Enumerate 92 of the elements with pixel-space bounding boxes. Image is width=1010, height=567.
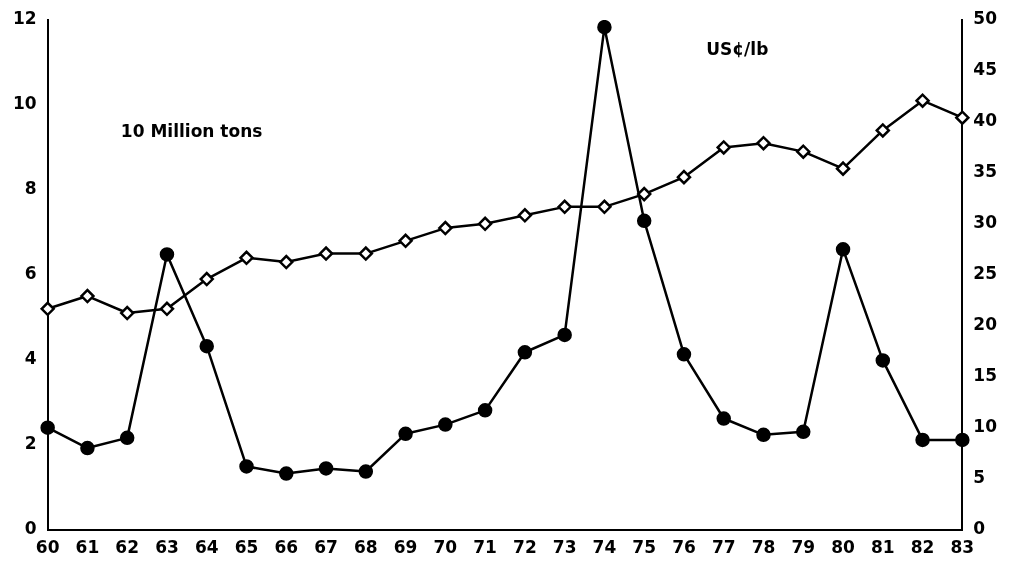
x-tick-label: 65 bbox=[234, 537, 259, 558]
point bbox=[318, 461, 334, 476]
point bbox=[239, 459, 254, 474]
x-tick-label: 63 bbox=[155, 537, 179, 558]
y2-tick-label: 35 bbox=[973, 161, 998, 182]
point bbox=[80, 440, 95, 456]
y2-tick-label: 5 bbox=[973, 467, 986, 488]
point bbox=[517, 208, 533, 223]
point bbox=[557, 199, 572, 215]
y2-tick-label: 0 bbox=[973, 518, 986, 539]
point bbox=[398, 233, 413, 249]
y-axis-title: 10 Million tons bbox=[120, 120, 263, 141]
point bbox=[557, 327, 572, 343]
point bbox=[199, 271, 214, 287]
point bbox=[358, 246, 374, 261]
y2-tick-label: 20 bbox=[973, 314, 998, 335]
y2-tick-label: 10 bbox=[973, 416, 998, 437]
x-tick-label: 76 bbox=[672, 537, 696, 558]
point bbox=[796, 144, 811, 159]
x-tick-label: 82 bbox=[910, 537, 935, 558]
x-tick-label: 67 bbox=[314, 537, 338, 558]
point bbox=[915, 432, 930, 448]
x-tick-label: 74 bbox=[592, 537, 617, 558]
point bbox=[835, 161, 851, 176]
x-tick-label: 75 bbox=[632, 537, 657, 558]
x-tick-label: 61 bbox=[75, 537, 100, 558]
point bbox=[756, 427, 771, 443]
y-tick-label: 0 bbox=[24, 518, 37, 539]
point bbox=[955, 110, 970, 125]
point bbox=[40, 420, 55, 435]
point bbox=[438, 220, 453, 236]
y-tick-label: 10 bbox=[12, 93, 37, 114]
x-tick-label: 77 bbox=[711, 537, 736, 558]
x-tick-label: 64 bbox=[194, 537, 219, 558]
point bbox=[955, 432, 970, 448]
point bbox=[597, 199, 612, 215]
point bbox=[80, 288, 95, 304]
y2-tick-label: 40 bbox=[973, 110, 998, 131]
point bbox=[159, 247, 175, 262]
y2-tick-label: 25 bbox=[973, 263, 998, 284]
point bbox=[398, 426, 413, 442]
point bbox=[318, 246, 334, 261]
y-tick-label: 4 bbox=[24, 348, 37, 369]
x-tick-label: 62 bbox=[115, 537, 140, 558]
x-tick-label: 73 bbox=[552, 537, 577, 558]
point bbox=[438, 417, 453, 432]
y2-tick-label: 45 bbox=[973, 59, 998, 80]
point bbox=[756, 135, 771, 151]
x-tick-label: 72 bbox=[513, 537, 537, 558]
x-tick-label: 78 bbox=[751, 537, 776, 558]
y2-tick-label: 50 bbox=[973, 8, 998, 29]
x-tick-label: 60 bbox=[35, 537, 60, 558]
point bbox=[597, 20, 612, 35]
point bbox=[119, 305, 135, 321]
point bbox=[676, 347, 692, 362]
point bbox=[875, 123, 891, 138]
point bbox=[716, 411, 731, 426]
y2-tick-label: 15 bbox=[973, 365, 998, 386]
y2-tick-label: 30 bbox=[973, 212, 998, 233]
y2-axis-title: US¢/lb bbox=[706, 39, 769, 59]
x-tick-label: 81 bbox=[870, 537, 895, 558]
x-tick-label: 80 bbox=[831, 537, 856, 558]
point bbox=[875, 353, 891, 368]
y-tick-label: 6 bbox=[24, 263, 37, 284]
y-tick-label: 2 bbox=[24, 433, 37, 454]
x-tick-label: 71 bbox=[473, 537, 497, 558]
point bbox=[159, 301, 175, 317]
point bbox=[716, 140, 731, 155]
point bbox=[636, 213, 652, 229]
point bbox=[40, 301, 55, 317]
point bbox=[477, 403, 493, 418]
point bbox=[358, 464, 374, 479]
x-tick-label: 66 bbox=[274, 537, 299, 558]
point bbox=[279, 466, 294, 481]
point bbox=[477, 216, 493, 232]
point bbox=[517, 345, 533, 360]
x-tick-label: 70 bbox=[433, 537, 458, 558]
x-tick-label: 69 bbox=[393, 537, 418, 558]
point bbox=[119, 430, 135, 446]
point bbox=[835, 242, 851, 257]
point bbox=[199, 338, 214, 354]
point bbox=[279, 254, 294, 270]
point bbox=[915, 93, 930, 108]
y-tick-label: 8 bbox=[24, 178, 37, 199]
x-tick-label: 83 bbox=[950, 537, 975, 558]
x-tick-label: 68 bbox=[353, 537, 378, 558]
x-tick-label: 79 bbox=[791, 537, 816, 558]
point bbox=[239, 250, 254, 266]
point bbox=[796, 424, 811, 440]
y-tick-label: 12 bbox=[12, 8, 37, 29]
point bbox=[636, 186, 652, 202]
point bbox=[676, 169, 692, 185]
